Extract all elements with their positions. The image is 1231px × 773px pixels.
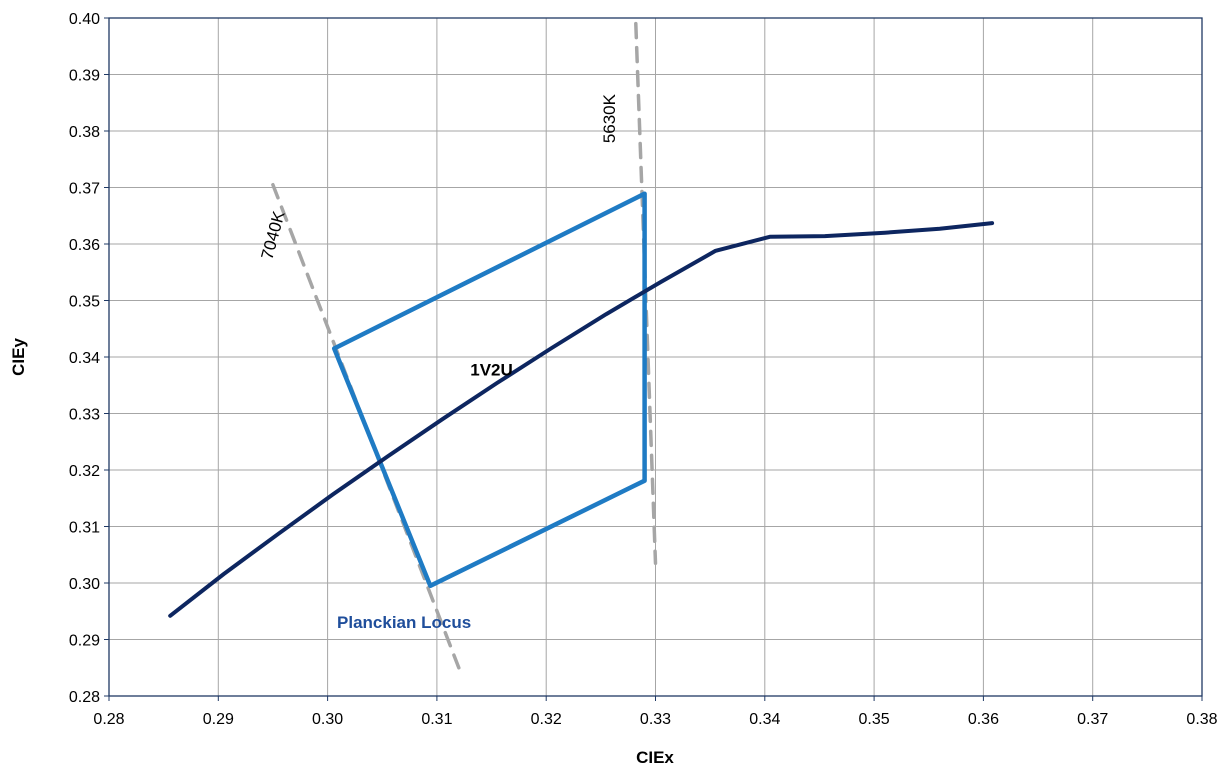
y-tick-label: 0.29 (69, 633, 100, 650)
y-tick-label: 0.32 (69, 463, 100, 480)
y-tick-label: 0.40 (69, 11, 100, 28)
x-tick-label: 0.30 (312, 711, 343, 728)
x-tick-label: 0.32 (531, 711, 562, 728)
plot-border (108, 17, 1203, 697)
series-layer (168, 21, 995, 670)
quadrangle-1v2u-line (331, 191, 647, 589)
y-tick-label: 0.33 (69, 407, 100, 424)
x-tick-label: 0.31 (421, 711, 452, 728)
x-tick-label: 0.29 (203, 711, 234, 728)
y-axis-title: CIEy (9, 338, 28, 376)
x-tick-label: 0.37 (1077, 711, 1108, 728)
y-tick-label: 0.30 (69, 576, 100, 593)
x-tick-label: 0.38 (1186, 711, 1217, 728)
cct-5630k-label: 5630K (600, 93, 619, 143)
y-tick-label: 0.37 (69, 181, 100, 198)
y-tick-label: 0.36 (69, 237, 100, 254)
x-tick-label: 0.33 (640, 711, 671, 728)
planckian-locus-label: Planckian Locus (337, 613, 471, 632)
x-axis-title: CIEx (636, 748, 674, 767)
x-tick-label: 0.28 (93, 711, 124, 728)
y-tick-label: 0.35 (69, 294, 100, 311)
y-tick-label: 0.38 (69, 124, 100, 141)
y-tick-label: 0.39 (69, 68, 100, 85)
y-tick-label: 0.31 (69, 520, 100, 537)
x-tick-label: 0.34 (749, 711, 780, 728)
x-tick-label: 0.36 (968, 711, 999, 728)
axes (104, 17, 1203, 701)
x-tick-label: 0.35 (859, 711, 890, 728)
tick-labels: 0.28 0.29 0.30 0.31 0.32 0.33 0.34 0.35 0.36 0.37… (69, 11, 1218, 728)
y-tick-label: 0.28 (69, 689, 100, 706)
y-tick-label: 0.34 (69, 350, 100, 367)
quadrangle-label: 1V2U (470, 361, 513, 380)
planckian-locus-line (168, 221, 995, 618)
cct-7040k-line (271, 182, 461, 670)
